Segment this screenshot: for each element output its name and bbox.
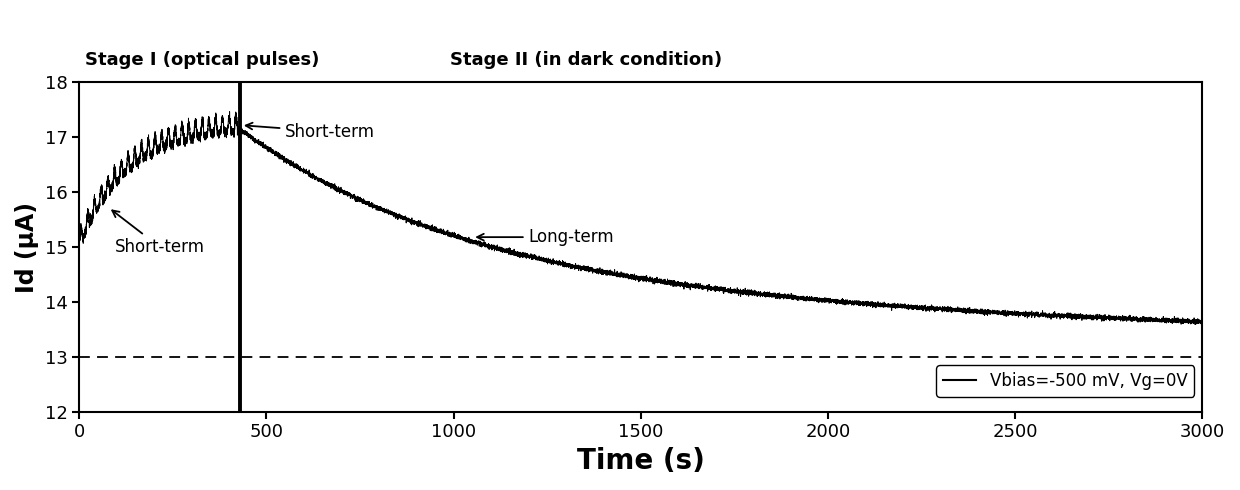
Text: Stage II (in dark condition): Stage II (in dark condition) <box>450 51 722 69</box>
Text: Long-term: Long-term <box>477 228 614 246</box>
Text: Short-term: Short-term <box>113 210 205 256</box>
Text: Short-term: Short-term <box>246 122 376 141</box>
Y-axis label: Id (μA): Id (μA) <box>15 201 38 293</box>
Text: Stage I (optical pulses): Stage I (optical pulses) <box>84 51 319 69</box>
X-axis label: Time (s): Time (s) <box>577 447 704 475</box>
Legend: Vbias=-500 mV, Vg=0V: Vbias=-500 mV, Vg=0V <box>936 366 1194 397</box>
